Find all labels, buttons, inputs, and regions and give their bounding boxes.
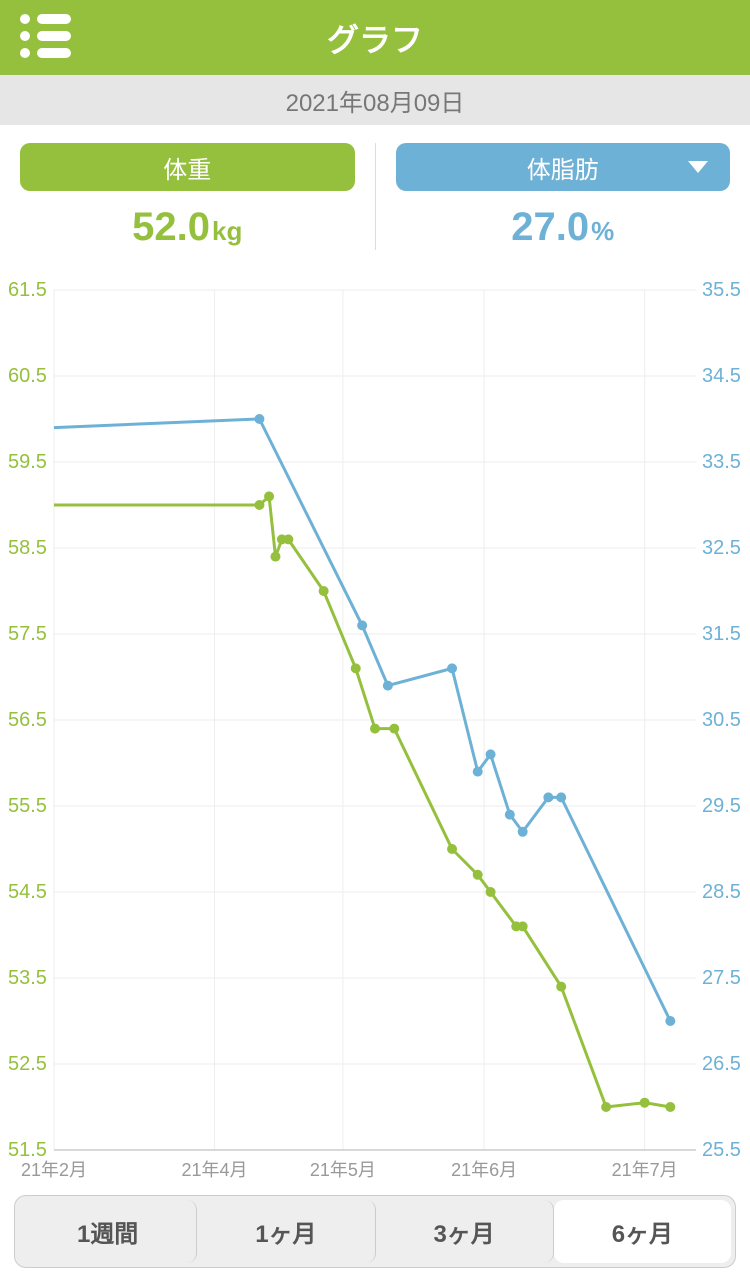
fat-metric: 体脂肪 27.0% [376,143,750,250]
svg-text:34.5: 34.5 [702,365,741,387]
fat-value: 27.0% [511,205,614,250]
fat-pill[interactable]: 体脂肪 [396,143,731,191]
svg-text:61.5: 61.5 [8,279,47,301]
app-header: グラフ [0,0,750,75]
period-item-2[interactable]: 3ヶ月 [376,1200,554,1263]
svg-text:55.5: 55.5 [8,795,47,817]
svg-text:21年6月: 21年6月 [451,1160,517,1180]
svg-text:21年7月: 21年7月 [612,1160,678,1180]
svg-text:32.5: 32.5 [702,537,741,559]
svg-text:35.5: 35.5 [702,279,741,301]
svg-text:31.5: 31.5 [702,623,741,645]
svg-text:58.5: 58.5 [8,537,47,559]
svg-text:26.5: 26.5 [702,1053,741,1075]
weight-metric: 体重 52.0kg [0,143,376,250]
period-item-0[interactable]: 1週間 [19,1200,197,1263]
svg-text:57.5: 57.5 [8,623,47,645]
metrics-row: 体重 52.0kg 体脂肪 27.0% [0,125,750,270]
fat-label: 体脂肪 [527,150,599,185]
weight-pill[interactable]: 体重 [20,143,355,191]
svg-text:27.5: 27.5 [702,967,741,989]
svg-text:21年5月: 21年5月 [310,1160,376,1180]
svg-text:30.5: 30.5 [702,709,741,731]
svg-text:51.5: 51.5 [8,1139,47,1161]
period-item-1[interactable]: 1ヶ月 [197,1200,375,1263]
weight-value: 52.0kg [132,205,242,250]
period-selector: 1週間1ヶ月3ヶ月6ヶ月 [14,1195,736,1268]
chevron-down-icon [688,161,708,173]
svg-text:25.5: 25.5 [702,1139,741,1161]
svg-text:56.5: 56.5 [8,709,47,731]
chart-container: 51.5 52.5 53.5 54.5 55.5 56.5 57.5 58.5 59.5 60.5… [0,270,750,1195]
page-title: グラフ [327,15,423,61]
line-chart: 51.5 52.5 53.5 54.5 55.5 56.5 57.5 58.5 59.5 60.5… [0,270,750,1190]
svg-text:60.5: 60.5 [8,365,47,387]
svg-text:21年4月: 21年4月 [181,1160,247,1180]
weight-label: 体重 [163,150,211,185]
period-item-3[interactable]: 6ヶ月 [554,1200,731,1263]
svg-text:53.5: 53.5 [8,967,47,989]
menu-icon[interactable] [20,14,71,58]
svg-text:33.5: 33.5 [702,451,741,473]
svg-text:29.5: 29.5 [702,795,741,817]
svg-text:54.5: 54.5 [8,881,47,903]
svg-text:59.5: 59.5 [8,451,47,473]
date-display: 2021年08月09日 [0,75,750,125]
svg-text:21年2月: 21年2月 [21,1160,87,1180]
svg-text:52.5: 52.5 [8,1053,47,1075]
svg-text:28.5: 28.5 [702,881,741,903]
